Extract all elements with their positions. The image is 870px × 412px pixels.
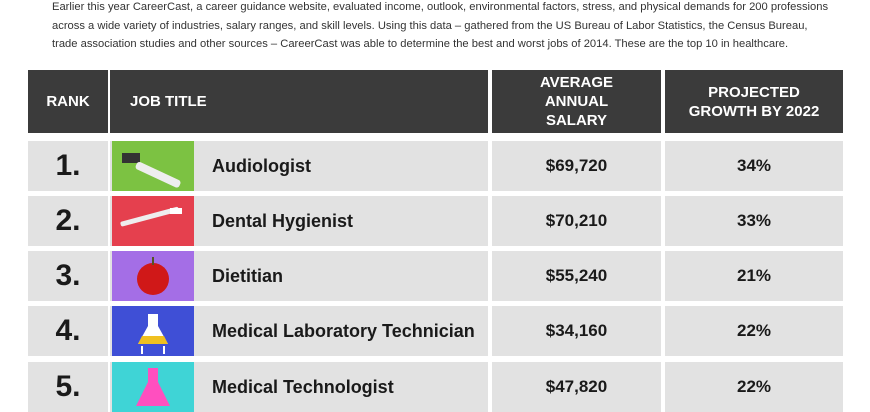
job-icon (112, 196, 194, 246)
rank: 1. (28, 141, 108, 191)
intro-line: across a wide variety of industries, sal… (52, 19, 808, 32)
job-icon (112, 306, 194, 356)
salary: $34,160 (492, 306, 661, 356)
job-icon (112, 251, 194, 301)
job-icon (112, 362, 194, 412)
intro-line: trade association studies and other sour… (52, 38, 789, 50)
growth: 22% (665, 362, 843, 412)
intro-line: Earlier this year CareerCast, a career g… (52, 1, 829, 13)
salary: $47,820 (492, 362, 661, 412)
page: Earlier this year CareerCast, a career g… (28, 1, 843, 412)
growth: 33% (665, 196, 843, 246)
salary: $69,720 (492, 141, 661, 191)
growth: 21% (665, 251, 843, 301)
job-icon (112, 141, 194, 191)
header-cell: RANK (28, 70, 108, 133)
growth: 34% (665, 141, 843, 191)
salary: $55,240 (492, 251, 661, 301)
rank: 3. (28, 251, 108, 301)
rank: 2. (28, 196, 108, 246)
growth: 22% (665, 306, 843, 356)
header-cell: AVERAGE ANNUAL SALARY (492, 70, 661, 133)
header-cell: JOB TITLE (110, 70, 488, 133)
rank: 5. (28, 362, 108, 412)
rank: 4. (28, 306, 108, 356)
salary: $70,210 (492, 196, 661, 246)
header-cell: PROJECTED GROWTH BY 2022 (665, 70, 843, 133)
